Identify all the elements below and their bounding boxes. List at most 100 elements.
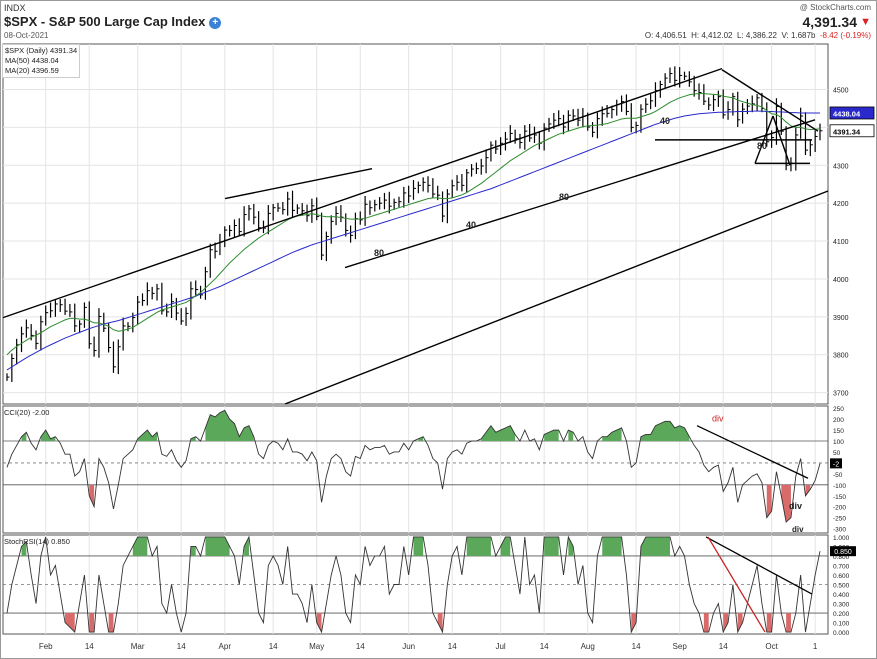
x-tick-label: Jul bbox=[495, 642, 505, 651]
price-bar bbox=[611, 105, 615, 119]
price-bar bbox=[543, 123, 547, 151]
price-tick-label: 4100 bbox=[833, 239, 849, 246]
price-bar bbox=[708, 97, 712, 110]
price-bar bbox=[272, 203, 276, 221]
price-bar bbox=[209, 243, 213, 278]
x-tick-label: 14 bbox=[632, 642, 641, 651]
cci-tick-label: 250 bbox=[833, 406, 844, 413]
price-bar bbox=[374, 199, 378, 212]
price-bar bbox=[108, 323, 112, 353]
price-bar bbox=[669, 67, 673, 84]
cci-overbought-fill bbox=[640, 421, 690, 442]
price-bar bbox=[529, 123, 533, 142]
stochrsi-oversold-fill bbox=[723, 613, 729, 633]
price-bar bbox=[727, 101, 731, 120]
stochrsi-oversold-fill bbox=[316, 613, 322, 633]
price-tick-label: 4500 bbox=[833, 87, 849, 94]
price-bar bbox=[170, 293, 175, 318]
stochrsi-tick-label: 0.600 bbox=[833, 573, 850, 580]
cci-tick-label: -150 bbox=[833, 494, 846, 501]
cci-oversold-fill bbox=[781, 484, 791, 523]
x-tick-label: 14 bbox=[269, 642, 278, 651]
ohlc-readout: O: 4,406.51 H: 4,412.02 L: 4,386.22 V: 1… bbox=[645, 31, 871, 40]
cci-tick-label: 200 bbox=[833, 417, 844, 424]
price-tick-label: 4200 bbox=[833, 201, 849, 208]
trendline bbox=[2, 67, 723, 319]
trendline bbox=[224, 167, 373, 200]
price-bar bbox=[296, 204, 300, 215]
price-bar bbox=[369, 200, 373, 215]
price-bar bbox=[625, 94, 629, 116]
last-price-tag bbox=[829, 124, 875, 138]
price-bar bbox=[127, 322, 131, 332]
price-bar bbox=[383, 192, 387, 210]
stochrsi-overbought-fill bbox=[244, 536, 249, 556]
price-bar bbox=[504, 131, 508, 151]
price-bar bbox=[180, 308, 184, 325]
cci-line bbox=[6, 409, 821, 523]
price-legend-spx: $SPX (Daily) 4391.34 bbox=[5, 46, 78, 55]
change-value: -8.42 (-0.19%) bbox=[819, 31, 871, 40]
price-bar bbox=[54, 300, 58, 317]
cci-tick-label: -250 bbox=[833, 516, 846, 523]
price-bar bbox=[98, 308, 102, 358]
stochrsi-oversold-fill bbox=[108, 613, 114, 633]
cci-last-tag-label: -2 bbox=[833, 461, 839, 468]
price-tick-label: 3700 bbox=[833, 391, 849, 398]
cci-overbought-fill bbox=[418, 436, 424, 442]
price-bar bbox=[11, 353, 15, 383]
price-bar bbox=[466, 169, 470, 193]
stochrsi-oversold-fill bbox=[89, 613, 95, 633]
price-bar bbox=[480, 158, 484, 175]
price-bar bbox=[679, 67, 683, 88]
price-bar bbox=[349, 225, 354, 243]
stochrsi-oversold-fill bbox=[631, 613, 637, 633]
price-legend-ma20: MA(20) 4396.59 bbox=[5, 66, 59, 75]
price-bar bbox=[393, 198, 397, 210]
price-bar bbox=[630, 103, 634, 133]
price-bar bbox=[238, 218, 242, 236]
price-bar bbox=[712, 94, 717, 112]
open-value: O: 4,406.51 bbox=[644, 31, 687, 40]
cci-oversold-fill bbox=[89, 484, 95, 507]
price-bar bbox=[45, 305, 49, 326]
x-tick-label: 14 bbox=[356, 642, 365, 651]
price-bar bbox=[514, 129, 518, 144]
price-bar bbox=[674, 66, 678, 87]
price-bar bbox=[500, 137, 504, 156]
stochrsi-annotation: div bbox=[792, 525, 804, 534]
price-bar bbox=[567, 110, 571, 131]
price-bar bbox=[325, 231, 329, 262]
x-tick-label: Aug bbox=[581, 642, 595, 651]
price-bar bbox=[25, 319, 29, 338]
x-tick-label: Feb bbox=[39, 642, 53, 651]
price-bar bbox=[117, 339, 121, 375]
stochrsi-oversold-fill bbox=[786, 613, 791, 633]
price-bar bbox=[320, 212, 325, 260]
price-bar bbox=[683, 71, 687, 80]
stochrsi-tick-label: 0.000 bbox=[833, 630, 850, 637]
price-bar bbox=[93, 336, 97, 357]
x-tick-label: 14 bbox=[85, 642, 94, 651]
stochrsi-overbought-fill bbox=[21, 541, 27, 556]
price-bar bbox=[650, 93, 654, 110]
stochrsi-tick-label: 0.300 bbox=[833, 602, 850, 609]
price-bar bbox=[35, 330, 39, 350]
price-bar bbox=[533, 126, 537, 143]
price-bar bbox=[403, 186, 407, 208]
chart-header: INDX $SPX - S&P 500 Large Cap Index + 08-… bbox=[0, 0, 877, 44]
price-bar bbox=[412, 180, 416, 200]
price-tick-label: 4000 bbox=[833, 277, 849, 284]
price-bar bbox=[306, 204, 310, 222]
price-bar bbox=[156, 283, 160, 301]
cci-oversold-fill bbox=[805, 484, 811, 496]
price-annotation: 80 bbox=[374, 248, 384, 258]
price-bar bbox=[248, 205, 252, 221]
price-annotation: 80 bbox=[559, 192, 569, 202]
price-annotation: 40 bbox=[466, 220, 476, 230]
info-icon[interactable]: + bbox=[209, 17, 222, 29]
cci-tick-label: 50 bbox=[833, 450, 841, 457]
price-bar bbox=[379, 197, 383, 210]
price-bar bbox=[645, 98, 649, 113]
price-bar bbox=[6, 373, 10, 381]
